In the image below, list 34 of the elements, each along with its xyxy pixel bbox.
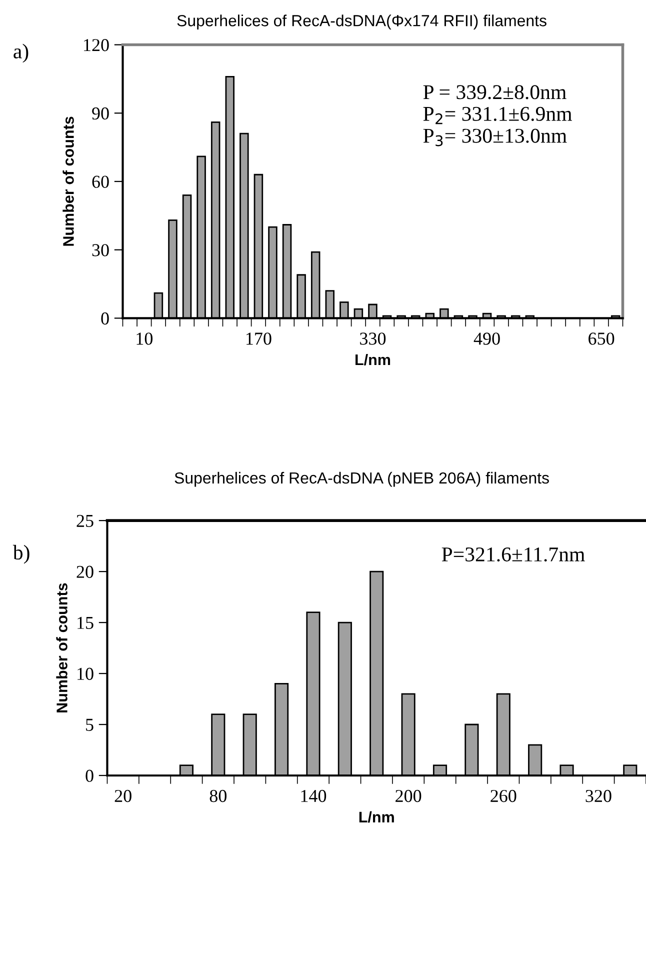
annotation: P=321.6±11.7nm — [442, 547, 585, 562]
x-tick-label: 320 — [586, 790, 612, 802]
y-tick-label: 15 — [78, 616, 94, 629]
x-axis-title: L/nm — [356, 354, 390, 366]
x-tick-label: 80 — [210, 790, 226, 802]
y-tick-label: 0 — [101, 312, 109, 325]
y-tick-label: 60 — [92, 176, 109, 188]
text: a) — [14, 44, 28, 63]
y-tick-label: 20 — [76, 566, 94, 578]
y-tick-label: 90 — [92, 107, 109, 120]
text: b) — [12, 544, 30, 564]
annotation: P$_{2}$= 331.1±6.9nm — [423, 106, 572, 124]
x-tick-label: 140 — [301, 790, 326, 802]
chart-title: Superhelices of RecA-dsDNA(Φx174 RFII) filaments — [177, 14, 546, 30]
x-tick-label: 10 — [136, 332, 153, 345]
x-tick-label: 330 — [360, 332, 386, 345]
y-tick-label: 0 — [86, 770, 94, 782]
y-tick-label: 10 — [78, 668, 94, 680]
y-tick-label: 30 — [92, 244, 109, 256]
x-tick-label: 650 — [588, 332, 614, 345]
y-tick-label: 120 — [84, 39, 109, 52]
x-tick-label: 260 — [490, 790, 516, 802]
y-tick-label: 5 — [86, 718, 94, 731]
x-tick-label: 200 — [396, 790, 422, 802]
chart-title: Superhelices of RecA-dsDNA (pNEB 206A) filaments — [174, 472, 549, 487]
x-tick-label: 170 — [246, 332, 272, 345]
x-tick-label: 490 — [474, 332, 500, 345]
annotation: P$_{3}$= 330±13.0nm — [423, 128, 567, 146]
annotation: P = 339.2±8.0nm — [423, 85, 566, 100]
y-axis-title: Number of counts — [62, 116, 74, 246]
y-tick-label: 25 — [76, 514, 94, 527]
x-axis-title: L/nm — [359, 811, 394, 823]
x-tick-label: 20 — [114, 790, 132, 802]
y-axis-title: Number of counts — [56, 583, 68, 712]
